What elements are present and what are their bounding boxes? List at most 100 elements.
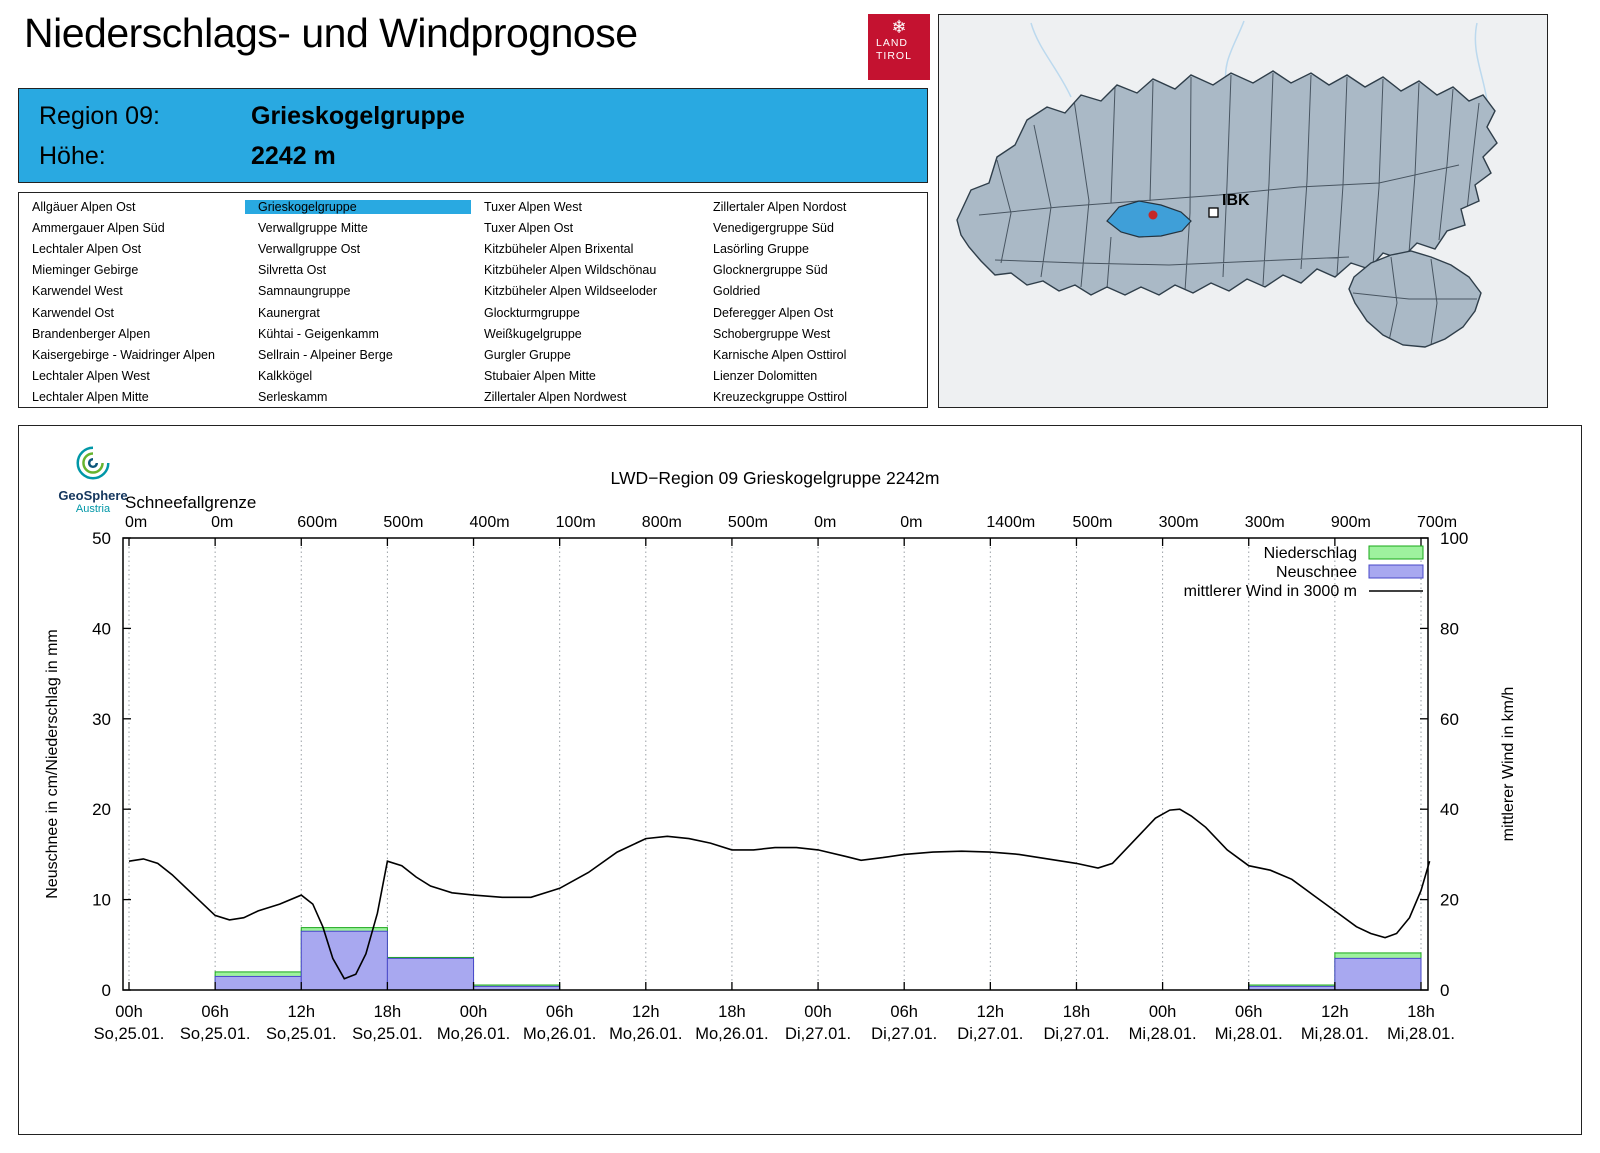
page-title: Niederschlags- und Windprognose — [24, 10, 638, 56]
region-list-item[interactable]: Kühtai - Geigenkamm — [258, 326, 379, 341]
svg-text:So,25.01.: So,25.01. — [352, 1025, 423, 1043]
svg-text:500m: 500m — [1072, 514, 1112, 531]
region-list-item[interactable]: Ammergauer Alpen Süd — [32, 220, 165, 235]
svg-text:Neuschnee: Neuschnee — [1276, 564, 1357, 581]
region-list-item[interactable]: Mieminger Gebirge — [32, 263, 139, 278]
land-tirol-logo: ❄ LAND TIROL — [868, 14, 930, 80]
region-list-item[interactable]: Brandenberger Alpen — [32, 326, 151, 341]
logo-text-tirol: TIROL — [876, 50, 912, 62]
svg-text:06h: 06h — [1235, 1003, 1263, 1021]
region-list-item[interactable]: Weißkugelgruppe — [484, 326, 582, 341]
svg-text:0: 0 — [1440, 981, 1449, 1000]
ibk-marker — [1208, 207, 1219, 218]
svg-text:18h: 18h — [1407, 1003, 1435, 1021]
chart-svg: 0 10 20 30 40 50 0 20 40 60 80 100 00h So,25.01. 06h So… — [44, 468, 1517, 1043]
region-list-item[interactable]: Grieskogelgruppe — [245, 199, 471, 214]
svg-text:06h: 06h — [890, 1003, 918, 1021]
svg-text:20: 20 — [1440, 891, 1459, 910]
region-list-item[interactable]: Kitzbüheler Alpen Brixental — [484, 241, 634, 256]
region-list-item[interactable]: Venedigergruppe Süd — [713, 220, 834, 235]
region-list-item[interactable]: Glocknergruppe Süd — [713, 263, 828, 278]
region-list-item[interactable]: Zillertaler Alpen Nordost — [713, 199, 847, 214]
region-list-item[interactable]: Karwendel Ost — [32, 305, 114, 320]
svg-text:Di,27.01.: Di,27.01. — [871, 1025, 937, 1043]
svg-text:0: 0 — [102, 981, 111, 1000]
region-list-item[interactable]: Deferegger Alpen Ost — [713, 305, 834, 320]
axis-ticks-labels: 0 10 20 30 40 50 0 20 40 60 80 100 00h So,25.01. 06h So… — [92, 529, 1468, 1043]
region-list-item[interactable]: Allgäuer Alpen Ost — [32, 199, 136, 214]
region-list-item[interactable]: Zillertaler Alpen Nordwest — [484, 390, 627, 405]
svg-text:So,25.01.: So,25.01. — [266, 1025, 337, 1043]
region-list-item[interactable]: Karwendel West — [32, 284, 123, 299]
tirol-map-svg: IBK — [939, 15, 1547, 407]
svg-text:10: 10 — [92, 891, 111, 910]
chart-legend: Niederschlag Neuschnee mittlerer Wind in 3… — [1184, 545, 1424, 600]
chart-title: LWD−Region 09 Grieskogelgruppe 2242m — [611, 468, 940, 488]
region-list-item[interactable]: Goldried — [713, 284, 761, 299]
region-list-item[interactable]: Samnaungruppe — [258, 284, 351, 299]
svg-text:0m: 0m — [814, 514, 836, 531]
region-list: Allgäuer Alpen Ost Ammergauer Alpen Süd Le… — [18, 192, 928, 408]
region-list-item[interactable]: Kreuzeckgruppe Osttirol — [713, 390, 848, 405]
region-list-item[interactable]: Lechtaler Alpen West — [32, 369, 150, 384]
svg-text:18h: 18h — [718, 1003, 746, 1021]
neuschnee-bars — [214, 930, 1422, 991]
svg-text:Mo,26.01.: Mo,26.01. — [609, 1025, 682, 1043]
selected-region-shape[interactable] — [1106, 200, 1192, 238]
logo-text-land: LAND — [876, 37, 909, 49]
y-axis-left-label: Neuschnee in cm/Niederschlag in mm — [44, 629, 61, 898]
wind-line — [128, 808, 1431, 980]
region-list-item[interactable]: Verwallgruppe Ost — [258, 241, 361, 256]
chart-frame — [122, 537, 1429, 991]
region-list-item[interactable]: Kitzbüheler Alpen Wildschönau — [484, 263, 657, 278]
svg-text:30: 30 — [92, 710, 111, 729]
tirol-emblem-icon: ❄ — [891, 17, 907, 37]
tirol-map[interactable]: IBK — [938, 14, 1548, 408]
svg-text:So,25.01.: So,25.01. — [180, 1025, 251, 1043]
svg-text:12h: 12h — [1321, 1003, 1349, 1021]
region-list-item[interactable]: Kaisergebirge - Waidringer Alpen — [32, 347, 215, 362]
y-axis-right-label: mittlerer Wind in km/h — [1500, 687, 1517, 842]
region-list-item[interactable]: Tuxer Alpen Ost — [484, 220, 574, 235]
region-list-item[interactable]: Lasörling Gruppe — [713, 241, 809, 256]
region-list-item[interactable]: Stubaier Alpen Mitte — [484, 369, 596, 384]
svg-text:06h: 06h — [201, 1003, 229, 1021]
svg-text:100: 100 — [1440, 529, 1468, 548]
svg-text:00h: 00h — [1149, 1003, 1177, 1021]
svg-text:mittlerer Wind in 3000 m: mittlerer Wind in 3000 m — [1184, 583, 1357, 600]
svg-text:80: 80 — [1440, 619, 1459, 638]
geosphere-swirl-icon — [76, 446, 110, 480]
svg-text:18h: 18h — [374, 1003, 402, 1021]
region-list-item[interactable]: Lienzer Dolomitten — [713, 369, 818, 384]
region-list-item[interactable]: Verwallgruppe Mitte — [258, 220, 368, 235]
svg-text:40: 40 — [92, 619, 111, 638]
svg-text:1400m: 1400m — [986, 514, 1035, 531]
region-list-item[interactable]: Lechtaler Alpen Mitte — [32, 390, 149, 405]
svg-text:12h: 12h — [288, 1003, 316, 1021]
svg-text:0m: 0m — [900, 514, 922, 531]
region-list-item[interactable]: Karnische Alpen Osttirol — [713, 347, 847, 362]
svg-text:Mi,28.01.: Mi,28.01. — [1387, 1025, 1455, 1043]
svg-text:12h: 12h — [632, 1003, 660, 1021]
svg-text:00h: 00h — [115, 1003, 143, 1021]
region-name: Grieskogelgruppe — [251, 102, 465, 130]
region-list-item[interactable]: Lechtaler Alpen Ost — [32, 241, 142, 256]
svg-text:12h: 12h — [977, 1003, 1005, 1021]
svg-text:500m: 500m — [728, 514, 768, 531]
svg-text:300m: 300m — [1245, 514, 1285, 531]
svg-text:Schneefallgrenze: Schneefallgrenze — [125, 493, 256, 512]
region-list-item[interactable]: Tuxer Alpen West — [484, 199, 582, 214]
region-list-item[interactable]: Kalkkögel — [258, 369, 313, 384]
region-list-item[interactable]: Glockturmgruppe — [484, 305, 580, 320]
svg-text:Mi,28.01.: Mi,28.01. — [1129, 1025, 1197, 1043]
region-list-item[interactable]: Kaunergrat — [258, 305, 320, 320]
east-district-borders — [1352, 256, 1477, 346]
region-list-item[interactable]: Sellrain - Alpeiner Berge — [258, 347, 393, 362]
region-list-item[interactable]: Kitzbüheler Alpen Wildseeloder — [484, 284, 658, 299]
region-list-item[interactable]: Silvretta Ost — [258, 263, 327, 278]
region-list-item[interactable]: Schobergruppe West — [713, 326, 831, 341]
svg-text:0m: 0m — [211, 514, 233, 531]
region-list-item[interactable]: Serleskamm — [258, 390, 328, 405]
svg-text:50: 50 — [92, 529, 111, 548]
region-list-item[interactable]: Gurgler Gruppe — [484, 347, 571, 362]
